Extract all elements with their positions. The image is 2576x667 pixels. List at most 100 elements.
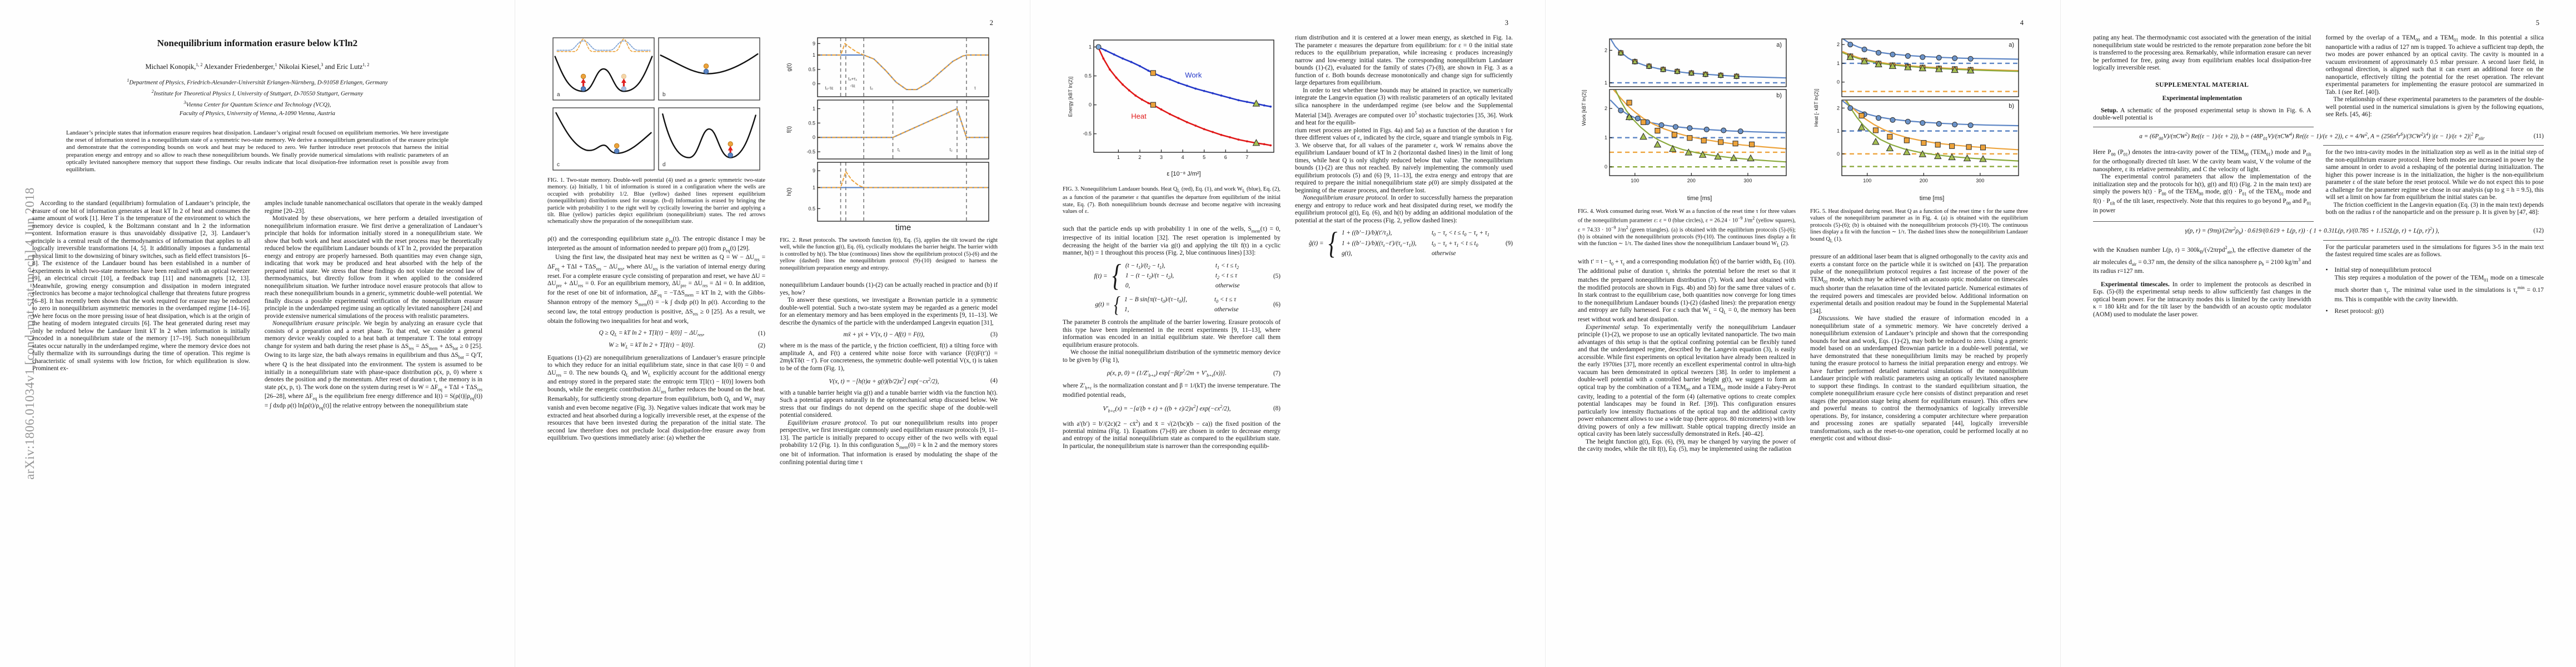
- affiliation-2: 2Institute for Theoretical Physics I, Un…: [151, 89, 363, 97]
- svg-text:τ: τ: [974, 86, 976, 91]
- svg-text:time [ms]: time [ms]: [1920, 195, 1945, 202]
- page5-columnA-1: pating any heat. The thermodynamic cost …: [2093, 34, 2311, 122]
- equation: W ≥ WL = kT ln 2 + T[I(τ) − I(0)]. (2): [609, 342, 765, 350]
- paragraph: rium reset process are plotted in Figs. …: [1295, 127, 1513, 194]
- svg-text:100: 100: [1863, 178, 1871, 183]
- paragraph: Using the first law, the dissipated heat…: [547, 254, 765, 325]
- paragraph: ρ(t) and the corresponding equilibrium s…: [547, 235, 765, 253]
- page-number: 4: [2020, 19, 2024, 27]
- figure-4: 2 1 a) 2 1 0 100 200 300 b) time [ms] Work [kBT ln(…: [1578, 36, 1796, 206]
- svg-text:2: 2: [1837, 42, 1840, 47]
- svg-text:200: 200: [1687, 178, 1696, 183]
- paragraph: nonequilibrium Landauer bounds (1)-(2) c…: [780, 282, 998, 296]
- svg-text:t₀-τε: t₀-τε: [825, 86, 833, 91]
- wide-equation-11: a = (6P00V)/(πCW2) Re((ε − 1)/(ε + 2)), …: [2093, 126, 2544, 146]
- paragraph: Nonequilibrium erasure principle. We beg…: [265, 320, 483, 411]
- svg-text:1: 1: [812, 185, 815, 190]
- figure-3: Work Heat 1 0.5 0 -0.5 1 2 3 4 5 6 7 ε [10⁻⁸ J/m²] Ene…: [1063, 36, 1280, 184]
- equation: g̃(t) ={1 + ((b′−1)/b)(t′/τ1), t0 − τε < …: [1309, 226, 1513, 261]
- paragraph: where Z′b+ε is the normalization constan…: [1063, 382, 1281, 399]
- svg-text:1: 1: [1605, 135, 1607, 141]
- svg-text:0.5: 0.5: [808, 120, 815, 126]
- svg-text:0.5: 0.5: [808, 206, 815, 211]
- figure-1: a b c d: [547, 36, 765, 175]
- svg-text:5: 5: [1203, 155, 1205, 160]
- svg-text:2: 2: [1605, 106, 1607, 111]
- svg-text:9: 9: [812, 41, 815, 46]
- svg-text:ε [10⁻⁸ J/m²]: ε [10⁻⁸ J/m²]: [1167, 171, 1200, 177]
- bullet-item: • Initial step of nonequilibrium protocol…: [2325, 266, 2544, 303]
- authors-line: Michael Konopik,1, 2 Alexander Friedenbe…: [145, 62, 370, 71]
- svg-text:t₀+τ₁: t₀+τ₁: [848, 77, 857, 82]
- paragraph: for the two intra-cavity modes in the in…: [2325, 149, 2544, 201]
- svg-text:1: 1: [812, 106, 815, 112]
- svg-text:b: b: [662, 92, 666, 98]
- svg-text:t₂: t₂: [949, 147, 952, 152]
- page5-columnC-2: For the particular parameters used in th…: [2326, 244, 2544, 321]
- paragraph: such that the particle ends up with prob…: [1063, 225, 1280, 257]
- figure-caption: FIG. 1. Two-state memory. Double-well po…: [547, 177, 765, 225]
- paragraph: Equations (1)-(2) are nonequilibrium gen…: [547, 354, 766, 442]
- paragraph: We choose the initial nonequilibrium dis…: [1063, 349, 1280, 364]
- paragraph: rium distribution and it is centered at …: [1295, 34, 1513, 86]
- svg-text:c: c: [557, 162, 560, 168]
- paragraph: The relationship of these experimental p…: [2325, 96, 2544, 118]
- svg-text:t₀: t₀: [870, 86, 873, 91]
- svg-text:9: 9: [812, 168, 815, 173]
- svg-text:2: 2: [1605, 47, 1607, 53]
- figure-3-chart: Work Heat 1 0.5 0 -0.5 1 2 3 4 5 6 7 ε [10⁻⁸ J/m²] Ene…: [1068, 39, 1274, 177]
- svg-text:f(t): f(t): [786, 126, 793, 133]
- svg-text:Work [kBT ln(2)]: Work [kBT ln(2)]: [1581, 90, 1587, 126]
- figure-2: t₀-τε t₀+τ₁ -τε t₀ τ 9 1 0.5 0 g(t) t₁ t₂ 1 0.5 0 -0.5 f…: [780, 36, 998, 235]
- svg-text:-0.5: -0.5: [806, 149, 815, 155]
- affiliation-4: Faculty of Physics, University of Vienna…: [179, 110, 336, 117]
- svg-text:0: 0: [812, 81, 815, 87]
- paragraph: In order to test whether these bounds ma…: [1295, 87, 1513, 127]
- svg-text:0: 0: [1837, 79, 1840, 85]
- equation: Q ≥ QL = kT ln 2 + T[I(τ) − I(0)] − ΔUre…: [599, 330, 765, 338]
- page-number: 5: [2535, 19, 2539, 27]
- figure-5-chart: 2 1 0 a) 2 1 0 100 200 300 b) time [ms] Heat [- kBT …: [1813, 38, 2019, 202]
- paragraph: pating any heat. The thermodynamic cost …: [2093, 34, 2311, 71]
- paragraph: Experimental timescales. In order to imp…: [2093, 281, 2311, 318]
- equation: V(x, t) = −[h(t)a + g(t)(b/2)x2] exp(−cx…: [829, 377, 998, 385]
- svg-text:1: 1: [812, 52, 815, 58]
- figure-caption: FIG. 4. Work consumed during reset. Work…: [1578, 208, 1796, 248]
- page-3: 3 Work Heat 1 0.5 0 -0.5 1 2 3 4 5 6 7 ε [10⁻⁸ J/m²] E…: [1030, 0, 1546, 667]
- svg-text:-0.5: -0.5: [1083, 131, 1092, 137]
- paragraph: Equilibrium erasure protocol. To put our…: [780, 419, 998, 466]
- paragraph: amples include tunable nanomechanical os…: [265, 200, 482, 215]
- svg-text:a: a: [557, 92, 560, 98]
- paragraph: The friction coefficient in the Langevin…: [2325, 201, 2544, 216]
- page-5: 5 pating any heat. The thermodynamic cos…: [2061, 0, 2576, 667]
- svg-text:3: 3: [1159, 155, 1162, 160]
- svg-text:time [ms]: time [ms]: [1687, 195, 1712, 202]
- svg-text:t₁: t₁: [897, 147, 900, 152]
- svg-text:a): a): [1776, 42, 1782, 48]
- page2-column-2: t₀-τε t₀+τ₁ -τε t₀ τ 9 1 0.5 0 g(t) t₁ t₂ 1 0.5 0 -0.5 f…: [780, 34, 998, 660]
- paragraph: The parameter B controls the amplitude o…: [1063, 319, 1280, 349]
- svg-text:0: 0: [1605, 164, 1607, 170]
- paragraph: The height function g(t), Eqs. (6), (9),…: [1578, 438, 1796, 453]
- paragraph: Experimental setup. To experimentally ve…: [1578, 323, 1796, 438]
- wide-equation-12: γ(p, r) = (9πη)/(2πr2ρb) · 0.619/(0.619 …: [2093, 221, 2544, 241]
- svg-text:Energy [kBT ln(2)]: Energy [kBT ln(2)]: [1068, 77, 1073, 117]
- paragraph: Setup. A schematic of the proposed exper…: [2093, 107, 2311, 122]
- svg-text:100: 100: [1631, 178, 1639, 183]
- page5-columnB-1: Here P00 (P01) denotes the intra-cavity …: [2093, 149, 2311, 217]
- widetext-rule: [2323, 145, 2544, 146]
- svg-text:300: 300: [1743, 178, 1752, 183]
- bullet-item: • Reset protocol: g(t): [2325, 308, 2384, 315]
- paragraph: formed by the overlap of a TEM00 and a T…: [2325, 34, 2544, 96]
- svg-text:0: 0: [1088, 102, 1091, 108]
- svg-text:2: 2: [1837, 105, 1840, 111]
- page5-columnC-1: with the Knudsen number L(p, r) = 300kB/…: [2093, 244, 2311, 321]
- svg-text:2: 2: [1138, 155, 1141, 160]
- front-matter: Nonequilibrium information erasure below…: [0, 0, 515, 173]
- svg-text:0.5: 0.5: [1084, 73, 1092, 79]
- svg-text:b): b): [2009, 103, 2014, 109]
- svg-text:b): b): [1776, 92, 1782, 99]
- svg-text:a): a): [2009, 42, 2014, 48]
- affiliation-3: 3Vienna Center for Quantum Science and T…: [183, 100, 331, 108]
